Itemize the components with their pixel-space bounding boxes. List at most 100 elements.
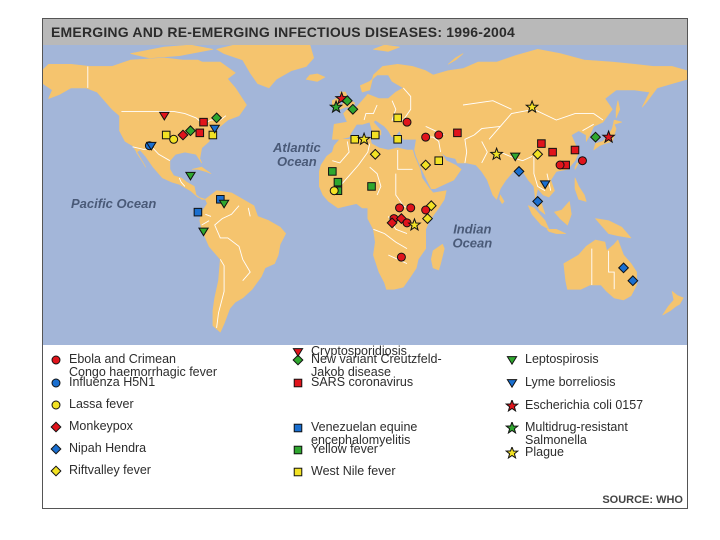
legend-item-ecoli: Escherichia coli 0157	[505, 399, 643, 412]
legend-label: Nipah Hendra	[69, 442, 146, 455]
outbreak-marker-riftvalley	[421, 213, 434, 225]
legend-symbol-circle-icon	[51, 355, 61, 365]
new-zealand-landmass	[662, 291, 684, 316]
outbreak-marker-ebola	[577, 156, 587, 166]
outbreak-marker-riftvalley	[532, 148, 544, 160]
outbreak-marker-sars	[195, 128, 205, 138]
country-border	[369, 166, 382, 196]
country-border	[132, 146, 171, 162]
outbreak-marker-vcjd	[589, 131, 602, 143]
legend-label: Lassa fever	[69, 398, 134, 411]
country-border	[533, 156, 546, 192]
legend-symbol-diamond-icon	[50, 443, 62, 455]
legend-label: Yellow fever	[311, 443, 378, 456]
title-bar: EMERGING AND RE-EMERGING INFECTIOUS DISE…	[43, 19, 687, 45]
country-border	[462, 100, 512, 110]
outbreak-marker-ecoli	[601, 129, 616, 144]
south-america-landmass	[199, 190, 286, 333]
atlantic-ocean-label-line: Ocean	[277, 154, 317, 169]
legend: Ebola and Crimean Congo haemorrhagic feve…	[43, 345, 687, 508]
legend-symbol-star-icon	[505, 422, 519, 434]
legend-label-line: Lassa fever	[69, 397, 134, 411]
legend-item-westnile: West Nile fever	[291, 465, 396, 478]
outbreak-marker-monkeypox	[177, 129, 189, 141]
indian-ocean-label-line: Ocean	[452, 236, 492, 251]
outbreak-marker-nipah	[627, 275, 639, 287]
legend-label: Multidrug-resistant Salmonella	[525, 421, 628, 447]
legend-symbol-triangle-down-icon	[506, 379, 518, 389]
java-landmass	[546, 229, 566, 234]
legend-symbol-circle-icon	[51, 400, 61, 410]
legend-label-line: Congo haemorrhagic fever	[69, 365, 217, 379]
legend-label-line: New variant Creutzfeld-	[311, 352, 442, 366]
greenland-landmass	[216, 45, 314, 89]
legend-label: New variant Creutzfeld- Jakob disease	[311, 353, 442, 379]
legend-symbol-square-icon	[293, 467, 303, 477]
outbreak-marker-vcjd	[211, 112, 223, 124]
outbreak-marker-vcjd	[184, 125, 197, 137]
state-border	[608, 250, 615, 290]
country-border	[178, 177, 186, 187]
outbreak-marker-ebola	[421, 132, 431, 142]
country-border	[205, 213, 212, 217]
outbreak-marker-vcjd	[341, 95, 353, 107]
arctic-islands-landmass	[130, 45, 214, 59]
outbreak-marker-riftvalley	[369, 148, 381, 160]
country-border	[397, 150, 413, 170]
legend-label: Influenza H5N1	[69, 376, 155, 389]
outbreak-marker-sars	[199, 117, 208, 127]
legend-item-crypto: Cryptosporidiosis	[291, 345, 407, 358]
legend-symbol-square-icon	[293, 378, 303, 388]
legend-symbol-circle-icon	[51, 378, 61, 388]
outbreak-marker-lyme	[145, 141, 157, 151]
legend-label: Ebola and Crimean Congo haemorrhagic feve…	[69, 353, 217, 379]
legend-label-line: Salmonella	[525, 433, 587, 447]
outbreak-marker-sars	[537, 139, 546, 148]
map-title: EMERGING AND RE-EMERGING INFECTIOUS DISE…	[51, 24, 516, 40]
legend-item-ebola: Ebola and Crimean Congo haemorrhagic feve…	[49, 353, 217, 379]
legend-item-lassa: Lassa fever	[49, 398, 134, 411]
legend-symbol-diamond-icon	[50, 465, 62, 477]
country-border	[488, 108, 604, 140]
legend-symbol-square-icon	[293, 445, 303, 455]
outbreak-marker-sars	[570, 145, 580, 155]
legend-label: Escherichia coli 0157	[525, 399, 643, 412]
outbreak-marker-plague	[407, 217, 422, 232]
outbreak-marker-vcjd	[347, 103, 359, 115]
legend-item-plague: Plague	[505, 446, 564, 459]
outbreak-marker-lyme	[209, 124, 221, 134]
outbreak-marker-lepto	[198, 227, 210, 237]
legend-label-line: encephalomyelitis	[311, 433, 411, 447]
legend-symbol-diamond-icon	[292, 354, 304, 366]
outbreak-marker-sars	[548, 147, 557, 157]
outbreak-marker-vee	[193, 207, 203, 217]
iceland-landmass	[305, 73, 326, 82]
legend-item-mdrsalmonella: Multidrug-resistant Salmonella	[505, 421, 628, 447]
legend-label-line: Venezuelan equine	[311, 420, 418, 434]
outbreak-marker-ebola	[402, 117, 412, 127]
indian-ocean-label-line: Indian	[453, 222, 491, 237]
legend-symbol-triangle-down-icon	[292, 348, 304, 358]
legend-item-riftvalley: Riftvalley fever	[49, 464, 151, 477]
legend-label: West Nile fever	[311, 465, 396, 478]
legend-label: SARS coronavirus	[311, 376, 413, 389]
legend-label: Plague	[525, 446, 564, 459]
cuba-landmass	[192, 166, 212, 174]
outbreak-marker-vee	[216, 195, 225, 204]
country-border	[402, 87, 412, 121]
outbreak-marker-ebola	[555, 160, 565, 170]
legend-symbol-triangle-down-icon	[506, 356, 518, 366]
legend-label-line: Yellow fever	[311, 442, 378, 456]
legend-item-nipah: Nipah Hendra	[49, 442, 146, 455]
eurasia-landmass	[332, 49, 687, 215]
legend-item-vee: Venezuelan equine encephalomyelitis	[291, 421, 417, 447]
legend-label-line: West Nile fever	[311, 464, 396, 478]
country-border	[332, 141, 350, 164]
legend-label-line: Escherichia coli 0157	[525, 398, 644, 412]
arabia-fill-landmass	[416, 149, 462, 189]
source-credit: SOURCE: WHO	[602, 494, 683, 506]
outbreak-marker-monkeypox	[386, 217, 398, 229]
land-masses	[43, 45, 687, 333]
legend-symbol-star-icon	[505, 447, 519, 459]
